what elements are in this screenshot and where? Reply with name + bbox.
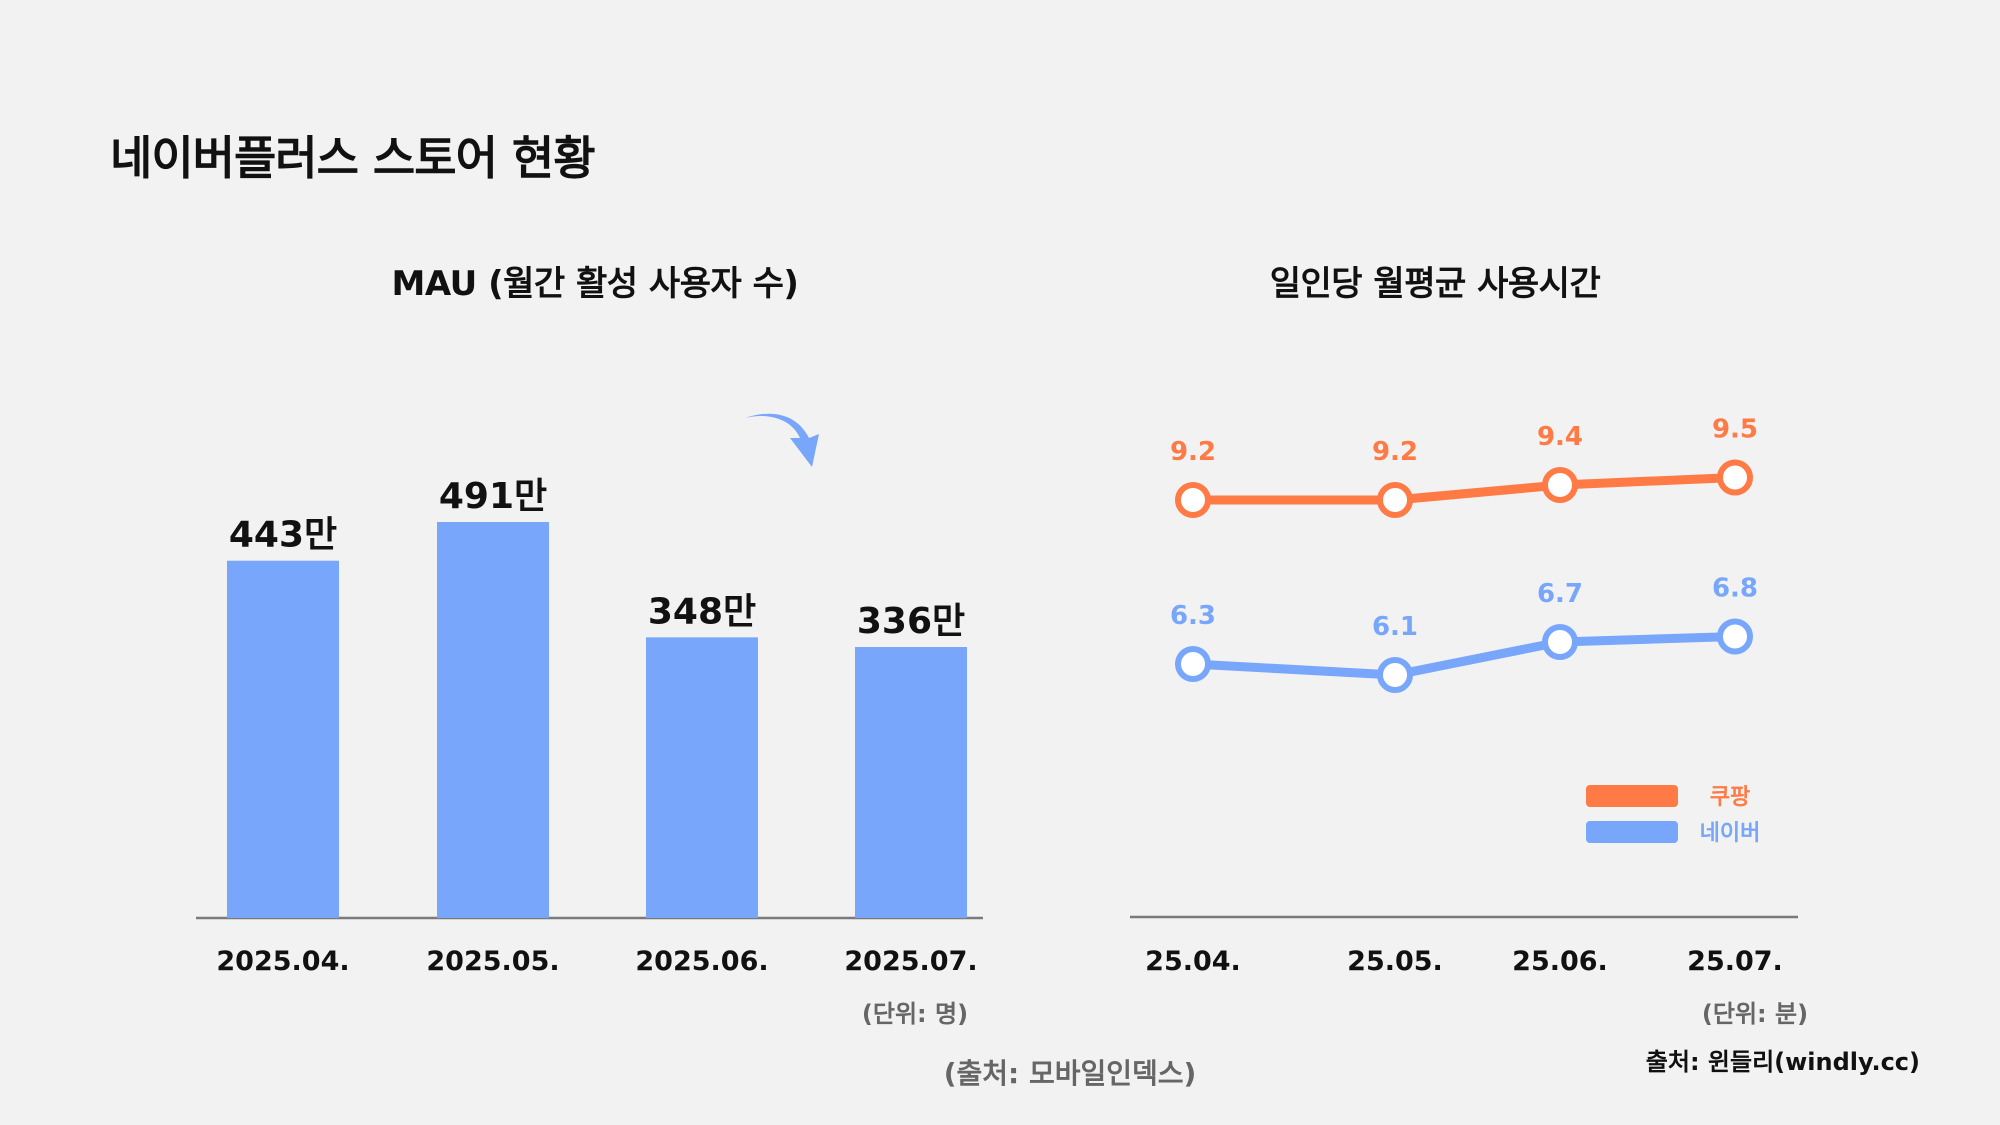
coupang-point-label: 9.5 <box>1712 415 1758 445</box>
coupang-point-label: 9.2 <box>1170 437 1216 467</box>
legend-coupang-label: 쿠팡 <box>1710 785 1750 810</box>
naver-point-label: 6.3 <box>1170 601 1216 631</box>
legend-coupang-swatch <box>1586 785 1678 807</box>
coupang-point <box>1542 467 1578 503</box>
mau-bar <box>646 637 758 918</box>
naver-point-label: 6.8 <box>1712 574 1758 604</box>
mau-bar <box>227 560 339 918</box>
legend-naver-swatch <box>1586 821 1678 843</box>
mau-x-tick-label: 2025.05. <box>426 946 559 977</box>
mau-unit-note: (단위: 명) <box>861 1000 969 1028</box>
naver-point <box>1175 646 1211 682</box>
usage-time-chart-title: 일인당 월평균 사용시간 <box>1269 264 1601 304</box>
usage-x-tick-label: 25.06. <box>1512 946 1608 977</box>
usage-x-tick-label: 25.07. <box>1687 946 1783 977</box>
mau-source: (출처: 모바일인덱스) <box>943 1057 1197 1090</box>
mau-x-tick-label: 2025.07. <box>844 946 977 977</box>
coupang-point <box>1377 482 1413 518</box>
naver-point-label: 6.7 <box>1537 579 1583 609</box>
page-title: 네이버플러스 스토어 현황 <box>110 131 596 185</box>
coupang-point <box>1717 459 1753 496</box>
mau-bar-value-label: 336만 <box>857 601 965 642</box>
naver-point <box>1542 624 1578 660</box>
coupang-point-label: 9.2 <box>1372 437 1418 467</box>
legend-naver-label: 네이버 <box>1700 821 1761 846</box>
windly-source: 출처: 윈들리(windly.cc) <box>1645 1048 1920 1076</box>
mau-bar <box>437 522 549 918</box>
usage-unit-note: (단위: 분) <box>1701 1000 1809 1028</box>
coupang-point-label: 9.4 <box>1537 422 1583 452</box>
usage-x-tick-label: 25.05. <box>1347 946 1443 977</box>
mau-x-tick-label: 2025.04. <box>216 946 349 977</box>
usage-x-tick-label: 25.04. <box>1145 946 1241 977</box>
mau-bar <box>855 647 967 918</box>
naver-point-label: 6.1 <box>1372 612 1418 642</box>
mau-bar-value-label: 491만 <box>439 476 547 517</box>
coupang-point <box>1175 482 1211 518</box>
mau-bar-value-label: 348만 <box>648 591 756 632</box>
coupang-series-line <box>1193 473 1736 505</box>
down-arrow-icon <box>745 413 819 467</box>
mau-x-tick-label: 2025.06. <box>635 946 768 977</box>
naver-point <box>1717 618 1753 655</box>
mau-bar-value-label: 443만 <box>229 515 337 556</box>
mau-chart-title: MAU (월간 활성 사용자 수) <box>391 264 799 304</box>
naver-point <box>1377 657 1413 693</box>
naver-series-line <box>1192 632 1736 680</box>
